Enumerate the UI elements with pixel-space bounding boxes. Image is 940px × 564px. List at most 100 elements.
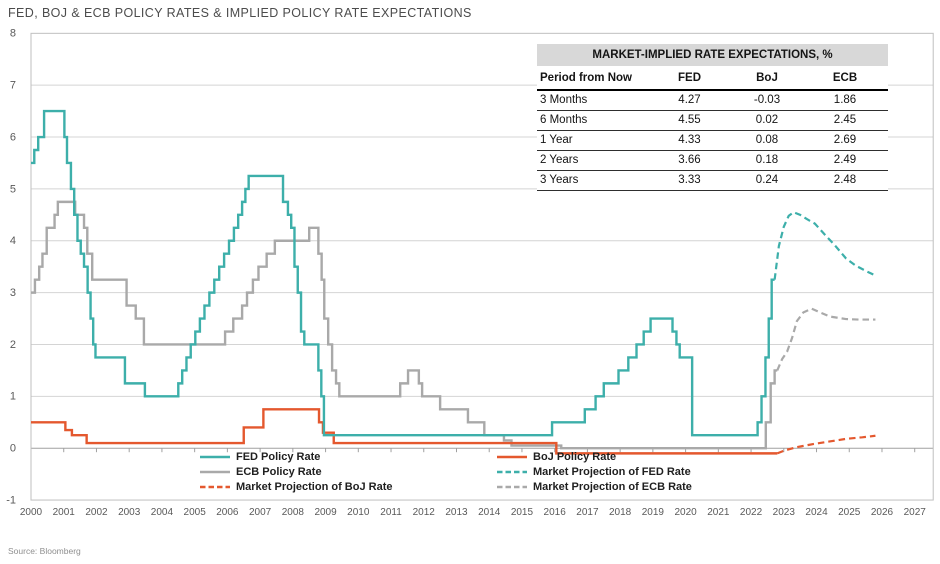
table-cell: 2.49: [833, 154, 857, 166]
table-cell: 4.33: [678, 134, 701, 146]
legend-label: Market Projection of FED Rate: [533, 466, 691, 478]
legend-column-left: FED Policy Rate ECB Policy Rate Market Pro…: [200, 451, 392, 493]
table-cell: 0.08: [755, 134, 779, 146]
table-row: 6 Months 4.55 0.02 2.45: [537, 111, 888, 131]
x-axis-label: 2010: [347, 507, 370, 518]
y-axis-label: 5: [10, 183, 16, 195]
table-cell: 2.48: [833, 174, 857, 186]
x-axis-label: 2021: [707, 507, 730, 518]
table-cell: 3.66: [678, 154, 701, 166]
source-note: Source: Bloomberg: [8, 546, 81, 556]
rate-expectations-table: MARKET-IMPLIED RATE EXPECTATIONS, % Peri…: [537, 44, 888, 191]
fed-policy-rate-line: [31, 109, 775, 437]
legend-item: Market Projection of BoJ Rate: [200, 481, 392, 493]
fed-projection-line: [773, 210, 876, 280]
x-axis-label: 2009: [314, 507, 337, 518]
x-axis-label: 2027: [904, 507, 927, 518]
legend-label: ECB Policy Rate: [236, 466, 322, 478]
x-axis-label: 2023: [773, 507, 796, 518]
y-axis-label: 8: [10, 28, 16, 40]
legend-item: FED Policy Rate: [200, 451, 392, 463]
table-cell: 3.33: [678, 174, 701, 186]
x-axis-label: 2026: [871, 507, 894, 518]
table-header-cell: ECB: [832, 72, 858, 84]
dashed-line-swatch-icon: [497, 470, 527, 474]
y-axis-label: 2: [10, 339, 16, 351]
plot-frame: [30, 32, 934, 501]
x-axis-label: 2005: [184, 507, 207, 518]
x-axis-label: 2015: [511, 507, 534, 518]
x-axis-label: 2011: [380, 507, 402, 518]
table-cell: 6 Months: [540, 114, 588, 126]
page-title: FED, BOJ & ECB POLICY RATES & IMPLIED PO…: [8, 6, 472, 20]
table-header-row: Period from Now FED BoJ ECB: [537, 69, 888, 91]
legend-label: BoJ Policy Rate: [533, 451, 617, 463]
solid-line-swatch-icon: [200, 470, 230, 474]
solid-line-swatch-icon: [200, 455, 230, 459]
x-axis-label: 2020: [674, 507, 697, 518]
x-axis-label: 2006: [216, 507, 239, 518]
x-axis-label: 2022: [740, 507, 763, 518]
table-cell: 1 Year: [540, 134, 573, 146]
x-axis-label: 2001: [53, 507, 76, 518]
legend-item: ECB Policy Rate: [200, 466, 392, 478]
table-header-cell: BoJ: [756, 72, 778, 84]
x-axis-label: 2007: [249, 507, 272, 518]
table-title: MARKET-IMPLIED RATE EXPECTATIONS, %: [537, 44, 888, 66]
y-axis-label: 7: [10, 80, 16, 92]
table-cell: 4.27: [678, 94, 701, 106]
table-cell: 1.86: [833, 94, 857, 106]
x-axis-label: 2025: [838, 507, 861, 518]
y-axis-label: 6: [10, 131, 16, 143]
x-axis-label: 2002: [85, 507, 108, 518]
boj-projection-line: [776, 434, 876, 455]
table-cell: 4.55: [678, 114, 701, 126]
table-row: 1 Year 4.33 0.08 2.69: [537, 131, 888, 151]
y-axis-label: 4: [10, 235, 16, 247]
x-axis-label: 2008: [282, 507, 305, 518]
x-axis-label: 2018: [609, 507, 632, 518]
x-axis-label: 2017: [576, 507, 599, 518]
x-axis-label: 2019: [642, 507, 665, 518]
legend-item: Market Projection of ECB Rate: [497, 481, 692, 493]
table-header-cell: Period from Now: [540, 72, 633, 84]
table-cell: 0.18: [755, 154, 779, 166]
legend-item: BoJ Policy Rate: [497, 451, 692, 463]
legend-label: FED Policy Rate: [236, 451, 321, 463]
y-axis-label: 3: [10, 287, 16, 299]
boj-policy-rate-line: [31, 408, 778, 455]
table-row: 3 Years 3.33 0.24 2.48: [537, 171, 888, 191]
x-axis-label: 2016: [544, 507, 567, 518]
x-axis-label: 2013: [445, 507, 468, 518]
x-axis-label: 2024: [805, 507, 828, 518]
y-axis-label: -1: [6, 494, 16, 506]
x-axis-label: 2003: [118, 507, 141, 518]
dashed-line-swatch-icon: [497, 485, 527, 489]
solid-line-swatch-icon: [497, 455, 527, 459]
legend-label: Market Projection of BoJ Rate: [236, 481, 393, 493]
y-axis-label: 1: [10, 391, 16, 403]
legend-item: Market Projection of FED Rate: [497, 466, 692, 478]
table-cell: -0.03: [753, 94, 781, 106]
table-cell: 2 Years: [540, 154, 579, 166]
table-cell: 0.02: [755, 114, 779, 126]
table-cell: 0.24: [755, 174, 779, 186]
x-axis-label: 2014: [478, 507, 501, 518]
table-body: 3 Months 4.27 -0.03 1.86 6 Months 4.55 0.02 2.4…: [537, 91, 888, 191]
table-cell: 2.69: [833, 134, 857, 146]
x-axis-label: 2012: [413, 507, 436, 518]
table-row: 3 Months 4.27 -0.03 1.86: [537, 91, 888, 111]
table-row: 2 Years 3.66 0.18 2.49: [537, 151, 888, 171]
table-cell: 3 Years: [540, 174, 579, 186]
ecb-projection-line: [776, 307, 876, 371]
x-axis-label: 2000: [20, 507, 43, 518]
x-axis-label: 2004: [151, 507, 174, 518]
y-axis-label: 0: [10, 443, 16, 455]
dashed-line-swatch-icon: [200, 485, 230, 489]
table-header-cell: FED: [678, 72, 701, 84]
legend-column-right: BoJ Policy Rate Market Projection of FED …: [497, 451, 692, 493]
policy-rate-chart: -1 0 1 2 3 4 5 6 7 8 2000 2001 2002 2003 2004 2005 2006 2…: [6, 28, 934, 518]
table-cell: 3 Months: [540, 94, 588, 106]
table-cell: 2.45: [833, 114, 857, 126]
